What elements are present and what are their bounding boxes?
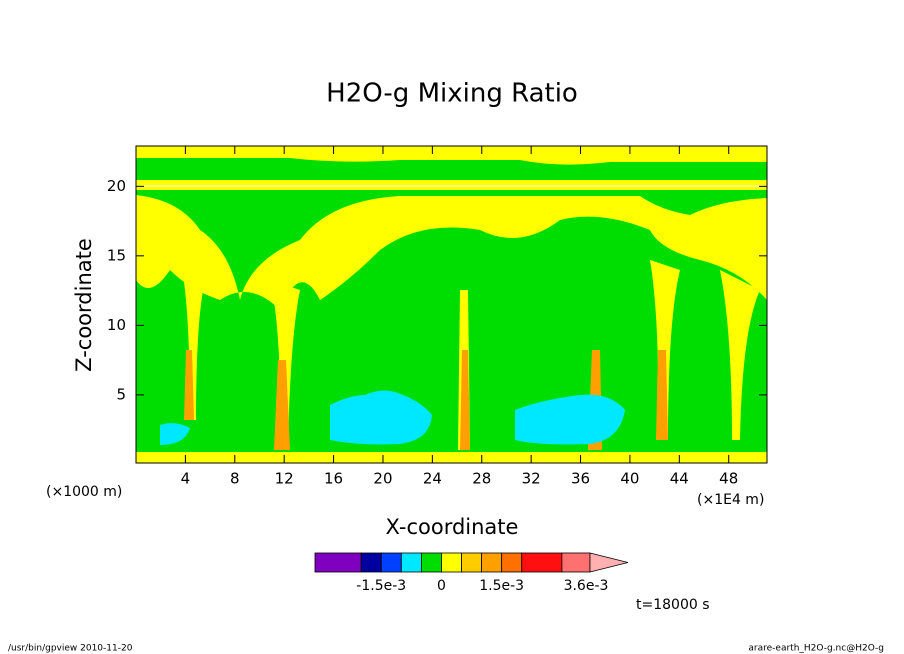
contour-field — [136, 146, 767, 463]
x-tick-label: 20 — [373, 470, 392, 488]
x-unit: (×1000 m) — [46, 484, 122, 500]
field-region — [330, 390, 432, 445]
colorbar-box — [561, 552, 591, 573]
colorbar-box — [501, 552, 523, 573]
x-tick-label: 28 — [472, 470, 491, 488]
x-tick-label: 44 — [670, 470, 689, 488]
x-tick-label: 36 — [571, 470, 590, 488]
field-region — [274, 360, 290, 450]
field-region — [184, 350, 194, 420]
footer: arare-earth_H2O-g.nc@H2O-g — [748, 644, 884, 654]
field-region — [720, 270, 760, 440]
colorbar-box — [420, 552, 442, 573]
y-tick-label: 10 — [107, 316, 126, 334]
x-tick-label: 24 — [423, 470, 442, 488]
x-tick-label: 4 — [181, 470, 191, 488]
field-region — [460, 350, 470, 450]
y-tick-label: 5 — [116, 385, 126, 403]
colorbar-box — [521, 552, 563, 573]
field-region — [136, 452, 767, 463]
plot-frame — [135, 145, 768, 464]
field-region — [160, 423, 190, 445]
colorbar-box — [481, 552, 503, 573]
colorbar-label: 1.5e-3 — [479, 578, 524, 594]
colorbar-box — [314, 552, 362, 573]
field-region — [515, 394, 625, 445]
y-axis-label: Z-coordinate — [72, 238, 96, 372]
chart-title: H2O-g Mixing Ratio — [326, 79, 578, 109]
x-tick-label: 32 — [522, 470, 541, 488]
y-tick-label: 20 — [107, 177, 126, 195]
field-region — [180, 260, 205, 420]
field-region — [136, 195, 767, 310]
colorbar-label: 0 — [437, 578, 446, 594]
y-tick-label: 15 — [107, 246, 126, 264]
colorbar-box — [380, 552, 402, 573]
x-unit: (×1E4 m) — [697, 492, 764, 508]
time-label: t=18000 s — [636, 597, 710, 613]
footer: /usr/bin/gpview 2010-11-20 — [8, 644, 133, 654]
colorbar-box — [360, 552, 382, 573]
colorbar-box — [400, 552, 422, 573]
colorbar-label: -1.5e-3 — [356, 578, 406, 594]
colorbar-label: 3.6e-3 — [564, 578, 609, 594]
x-tick-label: 40 — [620, 470, 639, 488]
x-tick-label: 16 — [324, 470, 343, 488]
field-region — [656, 350, 668, 440]
field-region — [136, 180, 767, 190]
field-region — [136, 146, 767, 165]
x-tick-label: 48 — [719, 470, 738, 488]
x-tick-label: 12 — [275, 470, 294, 488]
colorbar-box — [461, 552, 483, 573]
x-tick-label: 8 — [230, 470, 240, 488]
colorbar-extend — [589, 552, 629, 573]
x-axis-label: X-coordinate — [386, 515, 519, 539]
colorbar-box — [441, 552, 462, 573]
